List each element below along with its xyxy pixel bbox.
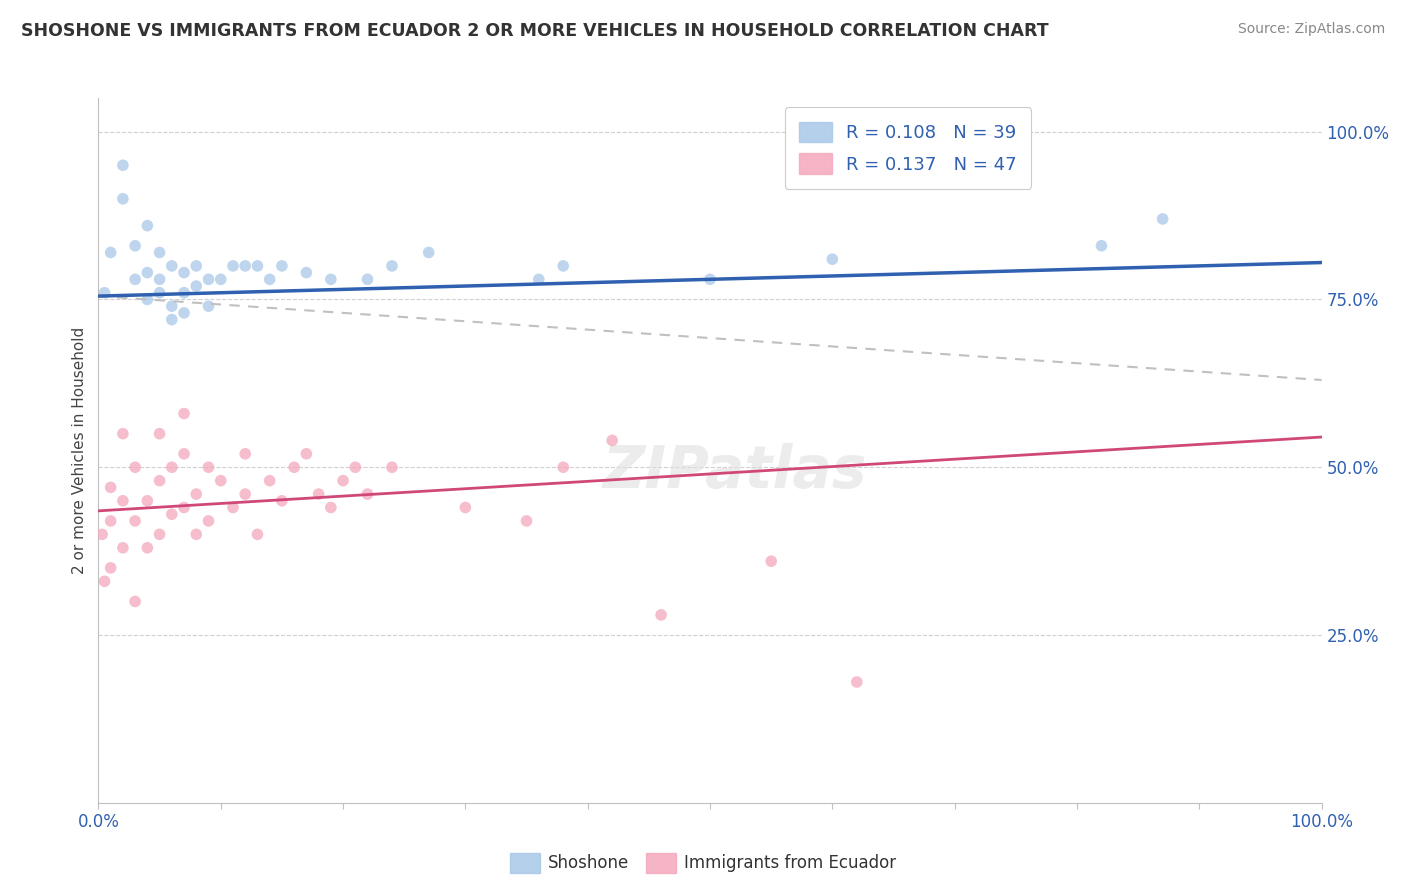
Point: [100, 480, 122, 494]
Point: [381, 460, 404, 475]
Point: [149, 245, 172, 260]
Point: [270, 493, 294, 508]
Point: [344, 460, 367, 475]
Point: [160, 507, 183, 521]
Point: [100, 514, 122, 528]
Point: [527, 272, 550, 286]
Point: [308, 487, 330, 501]
Point: [100, 245, 122, 260]
Point: [186, 259, 208, 273]
Point: [124, 514, 146, 528]
Point: [319, 500, 342, 515]
Legend: R = 0.108   N = 39, R = 0.137   N = 47: R = 0.108 N = 39, R = 0.137 N = 47: [785, 107, 1031, 188]
Point: [356, 487, 378, 501]
Point: [259, 272, 281, 286]
Point: [136, 541, 159, 555]
Point: [186, 279, 208, 293]
Text: SHOSHONE VS IMMIGRANTS FROM ECUADOR 2 OR MORE VEHICLES IN HOUSEHOLD CORRELATION : SHOSHONE VS IMMIGRANTS FROM ECUADOR 2 OR…: [21, 22, 1049, 40]
Point: [149, 527, 172, 541]
Point: [136, 219, 159, 233]
Point: [209, 272, 232, 286]
Point: [233, 259, 256, 273]
Point: [1090, 239, 1112, 253]
Y-axis label: 2 or more Vehicles in Household: 2 or more Vehicles in Household: [72, 326, 87, 574]
Point: [845, 675, 868, 690]
Point: [100, 561, 122, 575]
Point: [149, 272, 172, 286]
Point: [233, 447, 256, 461]
Point: [111, 541, 134, 555]
Point: [136, 293, 159, 307]
Point: [270, 259, 294, 273]
Point: [246, 527, 269, 541]
Point: [186, 487, 208, 501]
Point: [418, 245, 440, 260]
Point: [111, 493, 134, 508]
Point: [173, 266, 195, 280]
Point: [93, 574, 115, 589]
Point: [454, 500, 477, 515]
Point: [246, 259, 269, 273]
Point: [515, 514, 537, 528]
Point: [149, 426, 172, 441]
Text: Source: ZipAtlas.com: Source: ZipAtlas.com: [1237, 22, 1385, 37]
Point: [197, 272, 219, 286]
Point: [600, 434, 623, 448]
Point: [160, 299, 183, 313]
Point: [222, 259, 245, 273]
Point: [124, 594, 146, 608]
Point: [111, 192, 134, 206]
Point: [197, 514, 219, 528]
Point: [1152, 211, 1174, 226]
Point: [209, 474, 232, 488]
Point: [149, 474, 172, 488]
Point: [356, 272, 378, 286]
Point: [173, 285, 195, 300]
Point: [699, 272, 721, 286]
Point: [650, 607, 672, 622]
Point: [93, 285, 115, 300]
Point: [222, 500, 245, 515]
Point: [124, 272, 146, 286]
Point: [136, 266, 159, 280]
Point: [91, 527, 114, 541]
Point: [332, 474, 354, 488]
Text: ZIPatlas: ZIPatlas: [602, 443, 866, 500]
Point: [124, 239, 146, 253]
Point: [233, 487, 256, 501]
Point: [173, 306, 195, 320]
Point: [111, 426, 134, 441]
Point: [553, 460, 575, 475]
Point: [160, 312, 183, 326]
Point: [283, 460, 305, 475]
Point: [319, 272, 342, 286]
Point: [295, 266, 318, 280]
Point: [173, 407, 195, 421]
Point: [821, 252, 844, 267]
Point: [197, 460, 219, 475]
Point: [173, 447, 195, 461]
Point: [160, 460, 183, 475]
Point: [173, 500, 195, 515]
Point: [259, 474, 281, 488]
Legend: Shoshone, Immigrants from Ecuador: Shoshone, Immigrants from Ecuador: [503, 847, 903, 880]
Point: [295, 447, 318, 461]
Point: [111, 158, 134, 172]
Point: [761, 554, 783, 568]
Point: [124, 460, 146, 475]
Point: [381, 259, 404, 273]
Point: [186, 527, 208, 541]
Point: [136, 493, 159, 508]
Point: [149, 285, 172, 300]
Point: [553, 259, 575, 273]
Point: [197, 299, 219, 313]
Point: [160, 259, 183, 273]
